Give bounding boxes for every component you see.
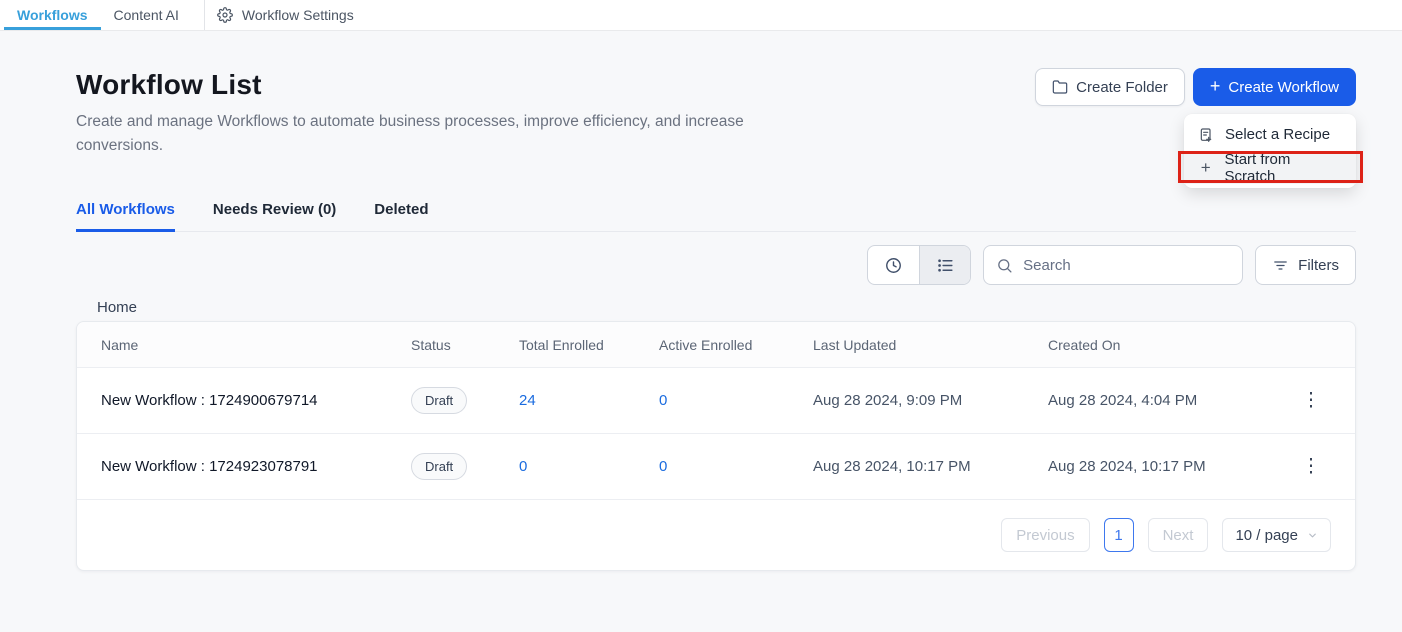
workflow-name[interactable]: New Workflow : 1724900679714	[101, 392, 318, 409]
workflow-name[interactable]: New Workflow : 1724923078791	[101, 458, 318, 475]
plus-icon: +	[1209, 76, 1221, 96]
breadcrumb[interactable]: Home	[97, 299, 1356, 316]
breadcrumb-home-label: Home	[97, 299, 138, 316]
topnav-tab-workflows-label: Workflows	[17, 7, 88, 23]
created-on-value: Aug 28 2024, 4:04 PM	[1048, 392, 1198, 409]
previous-page-label: Previous	[1016, 526, 1075, 544]
create-folder-button[interactable]: Create Folder	[1035, 68, 1185, 106]
tab-needs-review-label: Needs Review (0)	[212, 201, 337, 218]
filters-label: Filters	[1298, 256, 1339, 274]
page-size-label: 10 / page	[1235, 526, 1298, 544]
total-enrolled-link[interactable]: 0	[519, 458, 528, 475]
menu-item-select-a-recipe[interactable]: Select a Recipe	[1184, 118, 1356, 151]
chevron-down-icon	[1307, 530, 1318, 541]
table-header-row: Name Status Total Enrolled Active Enroll…	[77, 322, 1355, 368]
topnav-divider	[203, 0, 205, 30]
filters-button[interactable]: Filters	[1255, 245, 1356, 285]
main-content: Workflow List Create and manage Workflow…	[0, 68, 1402, 571]
page-number-label: 1	[1114, 526, 1123, 544]
row-actions-kebab-icon[interactable]: ⋮	[1301, 456, 1321, 477]
search-box	[983, 245, 1244, 285]
page-number-button[interactable]: 1	[1103, 518, 1134, 552]
last-updated-value: Aug 28 2024, 10:17 PM	[813, 458, 971, 475]
total-enrolled-link[interactable]: 24	[519, 392, 536, 409]
view-toggle	[867, 245, 972, 285]
list-toolbar: Filters	[76, 245, 1356, 285]
create-workflow-button[interactable]: + Create Workflow	[1192, 68, 1356, 106]
folder-icon	[1052, 79, 1068, 95]
view-toggle-history[interactable]	[868, 246, 919, 284]
previous-page-button[interactable]: Previous	[1001, 518, 1090, 552]
created-on-value: Aug 28 2024, 10:17 PM	[1048, 458, 1206, 475]
table-row[interactable]: New Workflow : 1724923078791 Draft 0 0 A…	[77, 434, 1355, 500]
workflow-tabs: All Workflows Needs Review (0) Deleted	[76, 201, 1356, 232]
status-badge: Draft	[411, 453, 468, 480]
table-row[interactable]: New Workflow : 1724900679714 Draft 24 0 …	[77, 368, 1355, 434]
recipe-icon	[1198, 127, 1214, 143]
list-icon	[936, 256, 955, 275]
search-icon	[996, 257, 1013, 274]
menu-item-start-from-scratch[interactable]: + Start from Scratch	[1184, 150, 1356, 185]
column-header-total-enrolled: Total Enrolled	[519, 336, 604, 353]
active-enrolled-link[interactable]: 0	[659, 458, 668, 475]
tab-all-workflows-label: All Workflows	[76, 201, 175, 218]
status-badge: Draft	[411, 387, 468, 414]
column-header-created-on: Created On	[1048, 336, 1121, 353]
plus-icon: +	[1200, 157, 1211, 177]
page-header-text: Workflow List Create and manage Workflow…	[76, 68, 831, 158]
topnav-tab-content-ai-label: Content AI	[113, 7, 179, 23]
create-folder-label: Create Folder	[1076, 78, 1168, 96]
topnav-workflow-settings[interactable]: Workflow Settings	[216, 0, 366, 30]
active-enrolled-link[interactable]: 0	[659, 392, 668, 409]
workflow-table-card: Name Status Total Enrolled Active Enroll…	[76, 321, 1356, 571]
menu-item-start-from-scratch-label: Start from Scratch	[1224, 150, 1291, 185]
last-updated-value: Aug 28 2024, 9:09 PM	[813, 392, 963, 409]
page-header: Workflow List Create and manage Workflow…	[76, 68, 1363, 188]
clock-icon	[884, 256, 903, 275]
row-actions-kebab-icon[interactable]: ⋮	[1301, 390, 1321, 411]
topnav-tab-workflows[interactable]: Workflows	[4, 0, 101, 30]
search-input[interactable]	[1021, 255, 1231, 275]
pagination: Previous 1 Next 10 / page	[77, 500, 1355, 570]
column-header-status: Status	[411, 336, 451, 353]
column-header-last-updated: Last Updated	[813, 336, 897, 353]
next-page-label: Next	[1162, 526, 1194, 544]
top-navigation-bar: Workflows Content AI Workflow Settings	[0, 0, 1402, 31]
tab-deleted-label: Deleted	[374, 201, 429, 218]
tab-needs-review[interactable]: Needs Review (0)	[213, 201, 336, 231]
topnav-tab-content-ai[interactable]: Content AI	[101, 0, 192, 30]
tab-all-workflows[interactable]: All Workflows	[76, 201, 175, 232]
filter-icon	[1272, 257, 1289, 274]
tab-deleted[interactable]: Deleted	[374, 201, 428, 231]
view-toggle-list[interactable]	[919, 246, 971, 284]
next-page-button[interactable]: Next	[1147, 518, 1209, 552]
gear-icon	[216, 7, 233, 23]
create-workflow-label: Create Workflow	[1228, 78, 1339, 96]
page-size-select[interactable]: 10 / page	[1222, 518, 1331, 552]
topnav-workflow-settings-label: Workflow Settings	[241, 7, 354, 23]
page-subtitle: Create and manage Workflows to automate …	[76, 113, 744, 154]
column-header-name: Name	[101, 336, 139, 353]
page-title: Workflow List	[76, 69, 262, 100]
header-actions: Create Folder + Create Workflow	[1035, 68, 1363, 188]
menu-item-select-a-recipe-label: Select a Recipe	[1225, 126, 1331, 143]
column-header-active-enrolled: Active Enrolled	[659, 336, 753, 353]
create-workflow-menu: Select a Recipe + Start from Scratch	[1178, 114, 1363, 188]
